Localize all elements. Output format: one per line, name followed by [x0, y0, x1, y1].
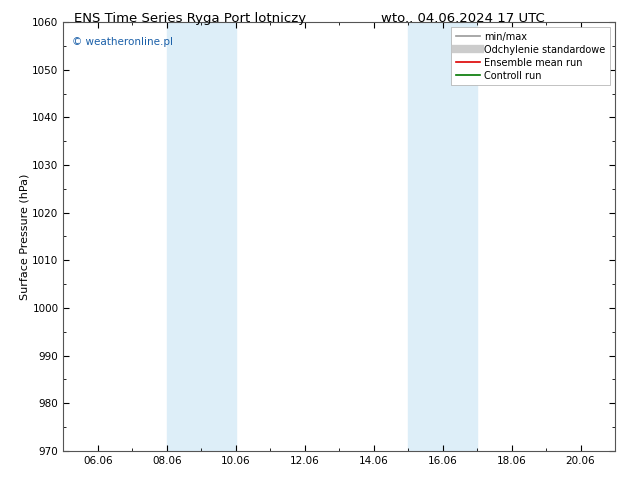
Text: wto.. 04.06.2024 17 UTC: wto.. 04.06.2024 17 UTC	[381, 12, 545, 25]
Y-axis label: Surface Pressure (hPa): Surface Pressure (hPa)	[20, 173, 30, 299]
Text: © weatheronline.pl: © weatheronline.pl	[72, 37, 172, 47]
Text: ENS Time Series Ryga Port lotniczy: ENS Time Series Ryga Port lotniczy	[74, 12, 306, 25]
Bar	[408, 22, 477, 451]
Bar	[167, 22, 236, 451]
Legend: min/max, Odchylenie standardowe, Ensemble mean run, Controll run: min/max, Odchylenie standardowe, Ensembl…	[451, 27, 610, 85]
